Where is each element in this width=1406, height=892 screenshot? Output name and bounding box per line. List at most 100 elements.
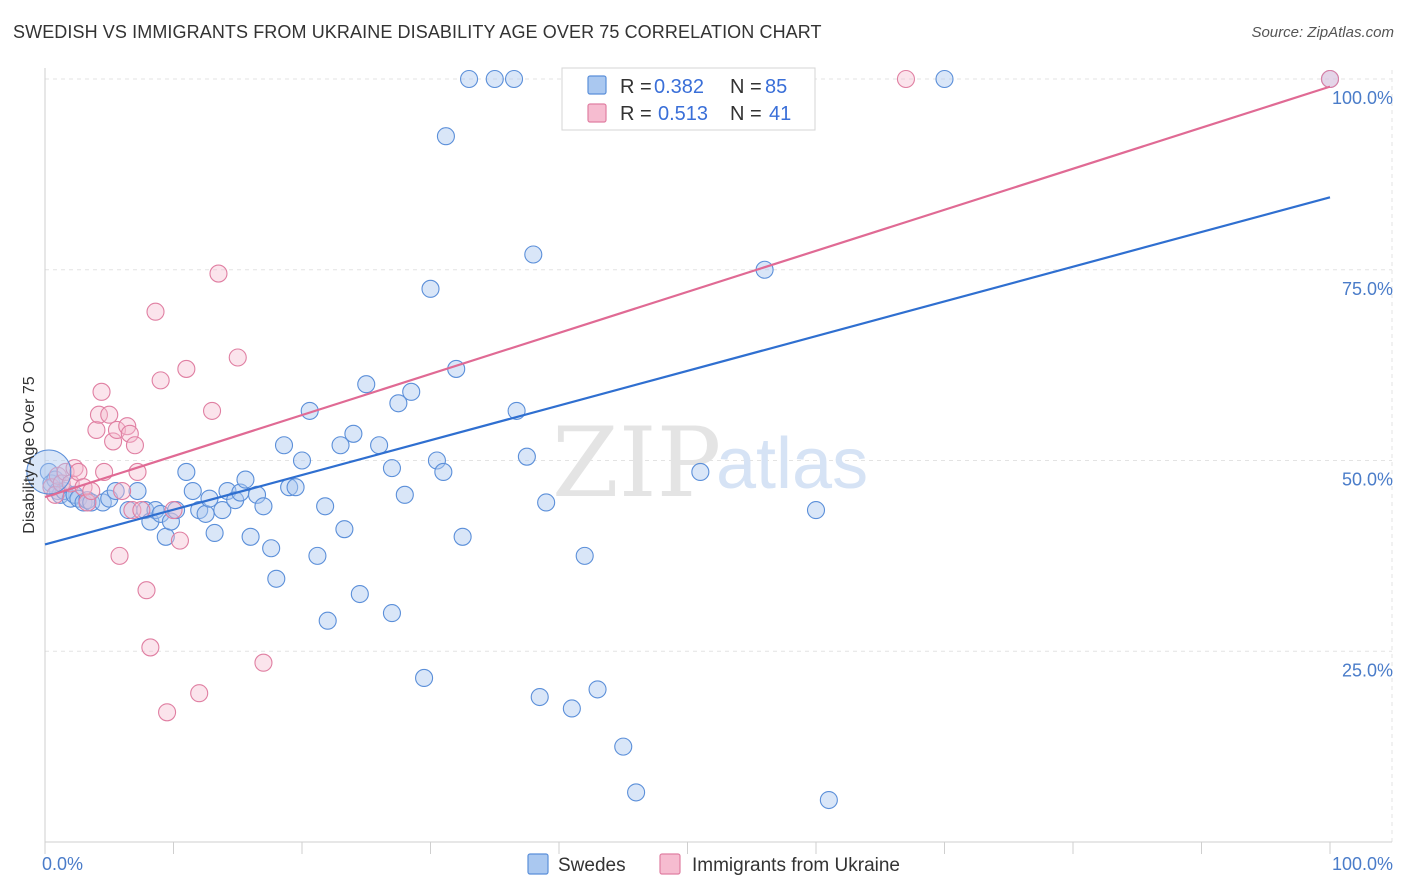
bottom-legend-swatch-swedes [527, 853, 549, 875]
x-tick-label-max: 100.0% [1332, 854, 1393, 874]
point-swedes [459, 69, 479, 89]
trend-line-ukraine [44, 85, 1331, 499]
point-ukraine [177, 359, 196, 378]
point-swedes [436, 127, 455, 146]
point-ukraine [190, 684, 209, 703]
point-swedes [588, 680, 607, 699]
point-swedes [286, 478, 305, 497]
point-swedes [106, 481, 125, 501]
point-ukraine [203, 401, 222, 420]
point-ukraine [125, 436, 144, 455]
source-credit: Source: ZipAtlas.com [1251, 24, 1394, 41]
point-swedes [128, 481, 147, 501]
point-swedes [213, 501, 232, 520]
point-swedes [935, 69, 954, 89]
y-axis-label: Disability Age Over 75 [21, 376, 38, 534]
point-swedes [427, 451, 446, 470]
point-swedes [236, 470, 255, 489]
point-ukraine [56, 462, 75, 481]
point-swedes [434, 462, 453, 481]
legend-swatch-swedes [587, 75, 607, 95]
point-ukraine [151, 371, 170, 390]
point-ukraine [69, 462, 88, 481]
point-swedes [205, 523, 224, 543]
point-ukraine [100, 405, 119, 424]
point-swedes [530, 687, 549, 707]
point-swedes [136, 501, 155, 520]
point-swedes [335, 520, 354, 539]
point-swedes [308, 546, 327, 565]
point-swedes [389, 394, 408, 413]
point-swedes [274, 436, 294, 455]
point-swedes [370, 436, 389, 455]
point-swedes [614, 737, 633, 756]
gridlines [45, 70, 1393, 842]
point-ukraine [110, 546, 129, 565]
point-swedes [331, 436, 350, 455]
chart-title: SWEDISH VS IMMIGRANTS FROM UKRAINE DISAB… [13, 22, 822, 42]
point-swedes [177, 462, 196, 481]
point-ukraine [228, 348, 247, 367]
watermark: ZIP atlas [552, 407, 868, 519]
point-swedes [254, 497, 273, 516]
legend-box: R = 0.382 N = 85 R = 0.513 N = 41 [561, 67, 816, 131]
point-swedes [357, 375, 376, 394]
point-swedes [350, 584, 369, 604]
point-ukraine [78, 493, 97, 512]
point-swedes [517, 447, 536, 466]
point-swedes [344, 424, 363, 443]
point-swedes [316, 497, 335, 516]
point-swedes [453, 527, 472, 546]
point-swedes [806, 501, 826, 520]
legend-r-value-swedes: 0.382 [654, 76, 704, 98]
legend-r-label-swedes: R = [620, 76, 652, 98]
legend-n-value-swedes: 85 [765, 76, 787, 98]
point-ukraine [146, 302, 165, 321]
legend-n-label-ukraine: N = [730, 103, 762, 125]
bottom-legend-swatch-ukraine [659, 853, 681, 875]
legend-n-label-swedes: N = [730, 76, 762, 98]
point-swedes [292, 451, 312, 470]
point-swedes [382, 604, 402, 623]
point-swedes [267, 569, 286, 588]
point-ukraine [87, 420, 106, 440]
point-swedes [421, 279, 440, 298]
trend-line-swedes [44, 196, 1331, 546]
y-tick-label: 25.0% [1342, 660, 1393, 680]
point-ukraine [1320, 69, 1340, 89]
point-swedes [627, 783, 646, 802]
x-tick-label-min: 0.0% [42, 854, 83, 874]
point-swedes [402, 382, 421, 401]
y-tick-label: 50.0% [1342, 470, 1393, 490]
point-swedes [819, 790, 838, 810]
point-ukraine [113, 481, 132, 501]
tick-labels: 25.0% 50.0% 75.0% 100.0% 0.0% 100.0% [42, 88, 1393, 874]
point-swedes [524, 245, 543, 264]
point-swedes [262, 539, 281, 558]
point-ukraine [137, 581, 156, 600]
point-ukraine [92, 382, 111, 401]
point-swedes [485, 69, 504, 89]
watermark-zip: ZIP [552, 407, 721, 519]
point-swedes [504, 69, 524, 89]
watermark-atlas: atlas [716, 424, 868, 504]
point-ukraine [120, 424, 139, 443]
point-swedes [691, 462, 710, 481]
point-swedes [537, 493, 556, 512]
point-ukraine [254, 653, 273, 672]
data-points [26, 69, 1340, 810]
point-swedes [395, 485, 414, 504]
axes [44, 68, 1392, 854]
point-swedes [183, 481, 202, 501]
point-swedes [196, 504, 215, 523]
point-ukraine [209, 264, 228, 283]
point-swedes [161, 512, 180, 531]
bottom-legend-label-ukraine: Immigrants from Ukraine [692, 855, 900, 876]
point-ukraine [158, 703, 177, 722]
point-swedes [241, 527, 260, 546]
legend-r-label-ukraine: R = [620, 103, 652, 125]
point-swedes [562, 699, 581, 718]
point-swedes-cluster [26, 449, 72, 495]
y-tick-label: 100.0% [1332, 88, 1393, 108]
